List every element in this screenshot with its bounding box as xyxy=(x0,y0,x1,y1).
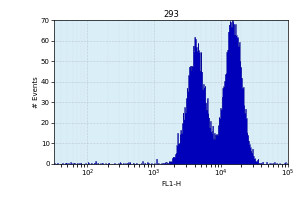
X-axis label: FL1-H: FL1-H xyxy=(161,181,181,187)
Title: 293: 293 xyxy=(163,10,179,19)
Y-axis label: # Events: # Events xyxy=(33,76,39,108)
